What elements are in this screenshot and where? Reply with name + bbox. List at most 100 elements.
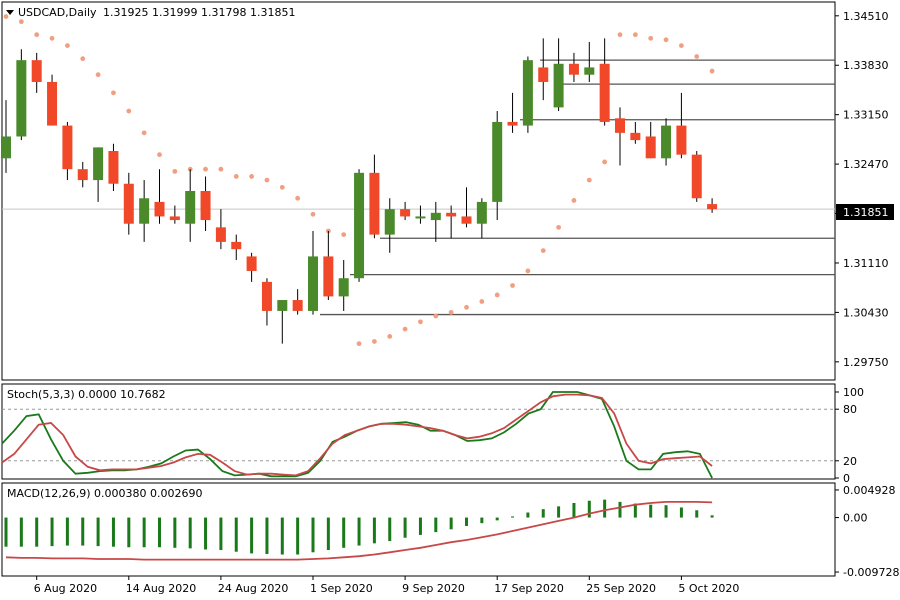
candle[interactable]	[47, 74, 58, 126]
sar-dot	[126, 108, 132, 114]
x-tick-label: 17 Sep 2020	[494, 582, 564, 595]
candle[interactable]	[415, 205, 426, 224]
macd-bar	[234, 517, 238, 552]
candle[interactable]	[77, 161, 88, 188]
candle[interactable]	[246, 252, 257, 282]
candle[interactable]	[691, 151, 702, 202]
candle-body	[661, 125, 672, 159]
candle[interactable]	[568, 52, 579, 82]
stoch-panel-frame[interactable]	[1, 383, 836, 480]
candle[interactable]	[62, 121, 73, 181]
candle[interactable]	[323, 230, 334, 301]
candle[interactable]	[200, 176, 211, 231]
candle-body	[338, 278, 349, 297]
candle[interactable]	[1, 100, 11, 173]
candle-body	[707, 204, 718, 210]
candle[interactable]	[645, 121, 656, 159]
candle[interactable]	[522, 56, 533, 133]
y-tick-label: 1.29750	[843, 356, 889, 369]
macd-signal-path[interactable]	[5, 501, 713, 561]
chevron-down-icon[interactable]	[6, 10, 14, 15]
macd-bar	[526, 512, 530, 518]
candle[interactable]	[292, 289, 303, 315]
sar-dot	[249, 174, 255, 179]
macd-bar	[511, 516, 515, 518]
candle[interactable]	[139, 180, 150, 242]
candle[interactable]	[93, 147, 104, 202]
sar-dot	[310, 211, 316, 217]
candle[interactable]	[630, 121, 641, 144]
price-y-axis: 1.345101.338301.331501.324701.317901.311…	[835, 10, 889, 369]
candle-body	[139, 198, 150, 224]
sar-dot	[632, 32, 638, 38]
macd-panel-frame[interactable]	[1, 482, 836, 577]
candle[interactable]	[461, 187, 472, 228]
candle[interactable]	[599, 38, 610, 126]
candle-body	[16, 60, 27, 137]
candle[interactable]	[507, 92, 518, 133]
sar-dot	[18, 19, 24, 25]
candle[interactable]	[615, 107, 625, 166]
x-tick-label: 9 Sep 2020	[402, 582, 465, 595]
candle[interactable]	[384, 198, 395, 253]
macd-bar	[35, 517, 39, 547]
candle-body	[47, 81, 58, 126]
candle[interactable]	[338, 260, 349, 311]
candle[interactable]	[215, 209, 226, 250]
candle[interactable]	[277, 300, 288, 344]
macd-bar	[250, 517, 254, 554]
sar-dot	[80, 56, 86, 62]
candle[interactable]	[231, 234, 242, 261]
candle[interactable]	[584, 41, 595, 82]
candle[interactable]	[676, 92, 687, 159]
sar-dot	[617, 32, 623, 38]
candle-body	[323, 256, 334, 297]
candle-body	[31, 60, 42, 82]
candle-body	[308, 256, 318, 311]
macd-bar	[495, 517, 499, 521]
candle[interactable]	[538, 38, 549, 101]
candle[interactable]	[261, 278, 272, 326]
sar-dot	[49, 35, 55, 41]
macd-bar	[664, 505, 668, 518]
candle-body	[507, 121, 518, 126]
candle-body	[645, 136, 656, 159]
candle[interactable]	[108, 143, 119, 191]
y-tick-label: 1.30430	[843, 306, 889, 319]
sar-dot	[356, 341, 362, 347]
sar-dot	[556, 224, 561, 230]
stoch-line-pct-D[interactable]	[1, 393, 713, 477]
candle[interactable]	[661, 118, 672, 166]
candle[interactable]	[354, 169, 365, 282]
candle[interactable]	[707, 198, 718, 213]
candle[interactable]	[400, 201, 411, 221]
y-tick-label: 1.31110	[843, 257, 889, 270]
candle-body	[108, 151, 119, 184]
candle[interactable]	[169, 205, 180, 224]
candle[interactable]	[430, 201, 441, 242]
candle-body	[599, 63, 610, 122]
macd-bar	[188, 517, 192, 549]
candle[interactable]	[369, 154, 380, 239]
candle[interactable]	[154, 169, 165, 224]
candle[interactable]	[31, 52, 42, 93]
candle[interactable]	[553, 38, 564, 112]
y-tick-label: -0.009728	[843, 566, 899, 579]
y-tick-label: 1.32470	[843, 158, 889, 171]
stoch-title: Stoch(5,3,3) 0.0000 10.7682	[7, 388, 166, 401]
candle[interactable]	[308, 230, 318, 315]
candle[interactable]	[185, 169, 196, 242]
macd-bar	[710, 515, 714, 518]
candle[interactable]	[446, 205, 457, 239]
y-tick-label: 1.33150	[843, 109, 889, 122]
candle[interactable]	[492, 111, 503, 221]
candle[interactable]	[16, 49, 27, 141]
y-tick-label: 0.004928	[843, 484, 896, 497]
last-price-badge	[836, 204, 894, 220]
sar-dot	[387, 333, 393, 339]
sar-dot	[418, 319, 423, 325]
candle[interactable]	[123, 172, 134, 235]
macd-bar	[403, 517, 407, 538]
candle[interactable]	[476, 198, 487, 239]
sar-dot	[709, 68, 715, 74]
